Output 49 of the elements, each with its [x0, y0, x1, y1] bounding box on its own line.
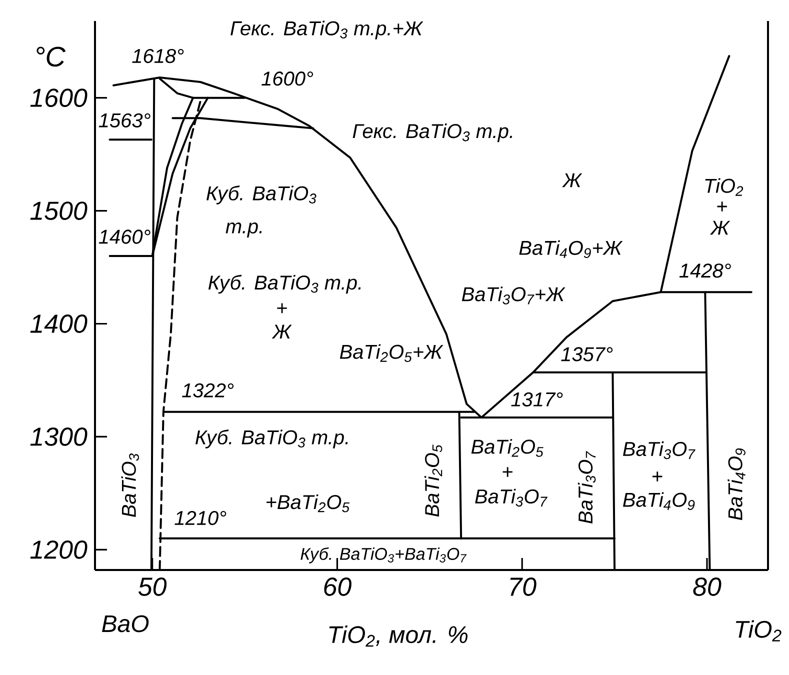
annotation: BaTi$_{2}$O$_{5}$	[471, 439, 544, 457]
annotation: Куб. BaTiO$_{3}$+BaTi$_{3}$O$_{7}$	[300, 547, 467, 564]
text: TiO$_{2}$	[736, 620, 782, 642]
annotation: +	[652, 472, 662, 482]
annotation: +BaTi$_{2}$O$_{5}$	[266, 494, 350, 512]
x-axis-title: TiO$_{2}$, мол. %	[329, 626, 468, 647]
x-tick-label: 60	[324, 578, 352, 596]
annotation: Куб. BaTiO$_{3}$ т.р.	[195, 430, 348, 448]
annotation: 1317°	[511, 392, 563, 406]
annotation: 1210°	[174, 510, 226, 526]
annotation: +	[277, 303, 287, 314]
x-tick-label: 50	[138, 578, 167, 596]
annotation: BaTi$_{2}$O$_{5}$+Ж	[340, 344, 444, 362]
annotation: BaTi$_{3}$O$_{7}$	[475, 488, 548, 507]
annotation: 1428°	[679, 264, 731, 278]
annotation: BaTi$_{3}$O$_{7}$+Ж	[462, 286, 566, 304]
annotation: BaTi$_{4}$O$_{9}$	[728, 448, 746, 520]
annotation: BaTi$_{3}$O$_{7}$	[622, 441, 696, 460]
annotation: 1618°	[132, 48, 184, 64]
y-tick-label: 1500	[30, 202, 88, 220]
annotation: 1460°	[98, 230, 150, 244]
annotation: 1600°	[262, 72, 314, 86]
y-axis-title: °C	[36, 46, 66, 67]
x-tick-label: 80	[693, 578, 722, 596]
annotation: +	[717, 202, 727, 212]
annotation: BaTi$_{4}$O$_{9}$+Ж	[519, 240, 623, 258]
annotation: Гекс. BaTiO$_{3}$ т.р.+Ж	[230, 20, 424, 40]
annotation: 1563°	[98, 113, 150, 128]
annotation: Куб. BaTiO$_{3}$	[206, 186, 316, 204]
y-tick-label: 1300	[30, 427, 88, 446]
annotation: BaTi$_{4}$O$_{9}$	[622, 492, 695, 510]
annotation: Куб. BaTiO$_{3}$ т.р.	[208, 274, 361, 294]
annotation: BaTiO$_{3}$	[121, 454, 140, 518]
annotation: +	[502, 467, 512, 477]
x-tick-label: 70	[510, 578, 536, 596]
annotation: Ж	[272, 324, 292, 339]
y-tick-label: 1600	[30, 88, 88, 108]
annotation: Гекс. BaTiO$_{3}$ т.р.	[352, 124, 512, 142]
y-tick-label: 1200	[30, 540, 88, 559]
annotation: BaTi$_{3}$O$_{7}$	[578, 451, 596, 524]
text: BaO	[102, 615, 149, 632]
annotation: Ж	[710, 220, 730, 235]
annotation: 1322°	[182, 383, 234, 398]
annotation: Ж	[562, 173, 582, 188]
annotation: BaTi$_{2}$O$_{5}$	[424, 444, 442, 517]
annotation: TiO$_{2}$	[705, 178, 744, 196]
y-tick-label: 1400	[30, 314, 88, 333]
annotation: 1357°	[561, 347, 613, 362]
annotation: т.р.	[226, 222, 262, 238]
